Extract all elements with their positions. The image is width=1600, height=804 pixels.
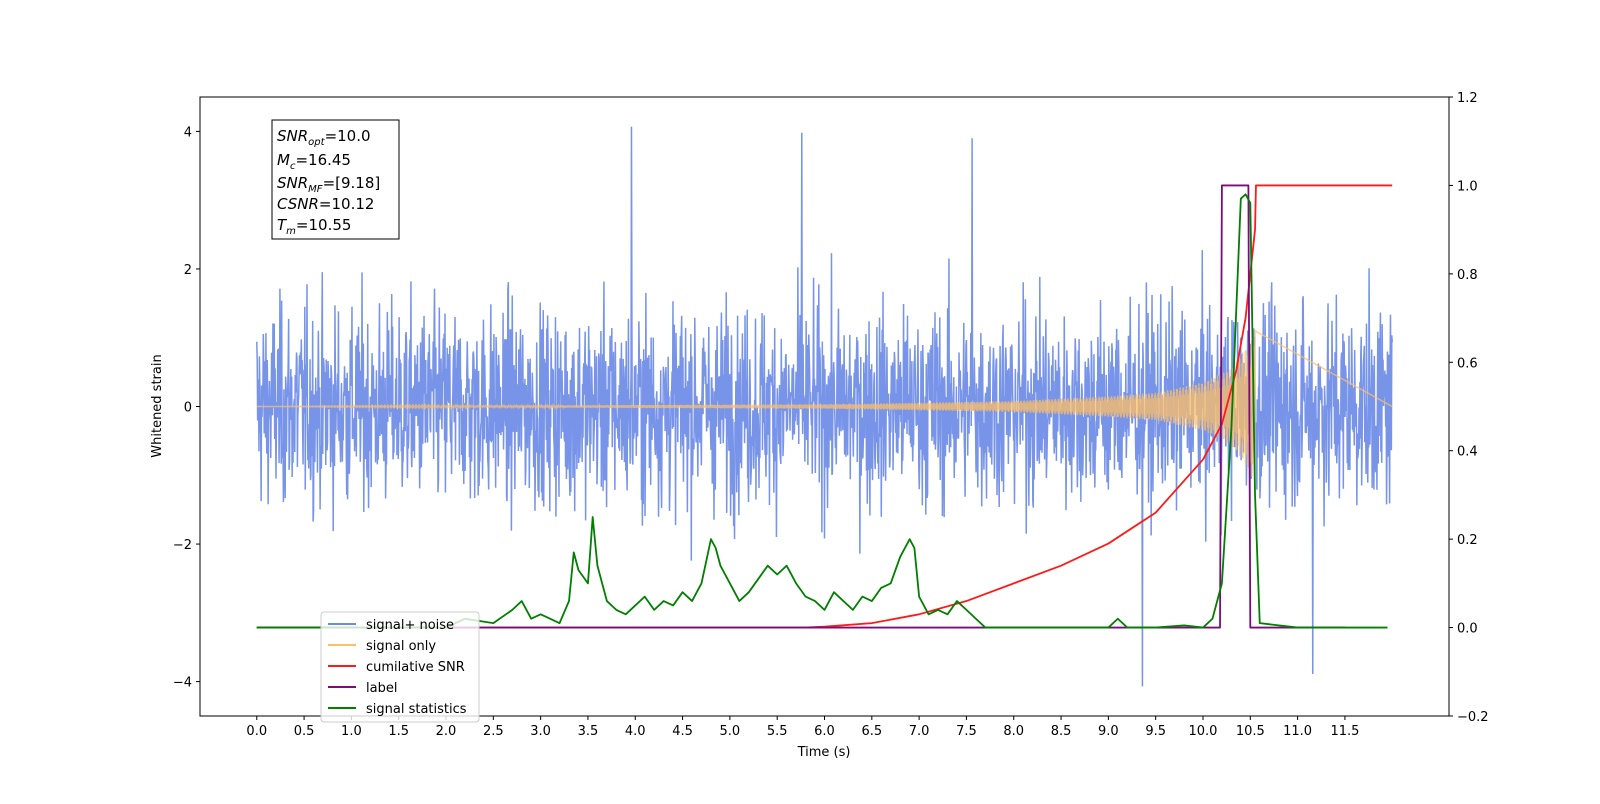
info-line-tm: Tm=10.55 xyxy=(277,216,351,237)
x-tick-label: 10.5 xyxy=(1236,724,1265,739)
x-axis: 0.0 0.5 1.0 1.5 2.0 2.5 3.0 3.5 4.0 4.5 5.0 5.5 6.0 6… xyxy=(246,716,1359,739)
legend-label-signal-statistics: signal statistics xyxy=(366,702,467,717)
x-tick-label: 3.5 xyxy=(578,724,599,739)
legend-label-signal-noise: signal+ noise xyxy=(366,618,454,633)
info-line-snr-opt: SNRopt=10.0 xyxy=(277,127,371,148)
x-tick-label: 1.5 xyxy=(388,724,409,739)
x-tick-label: 7.5 xyxy=(956,724,977,739)
y2-tick-label: 0.4 xyxy=(1457,445,1478,460)
info-line-mc: Mc=16.45 xyxy=(277,151,351,172)
x-tick-label: 5.0 xyxy=(720,724,741,739)
legend-entry-cumilative-snr: cumilative SNR xyxy=(328,660,465,675)
series-signal-statistics xyxy=(256,193,1388,629)
x-tick-label: 0.5 xyxy=(294,724,315,739)
x-tick-label: 5.5 xyxy=(767,724,788,739)
y2-tick-label: −0.2 xyxy=(1457,710,1489,725)
x-tick-label: 0.0 xyxy=(246,724,267,739)
x-tick-label: 1.0 xyxy=(341,724,362,739)
y-tick-label: −2 xyxy=(173,538,192,553)
legend-entry-signal-statistics: signal statistics xyxy=(328,702,467,717)
y-tick-label: 0 xyxy=(184,401,192,416)
x-tick-label: 4.5 xyxy=(672,724,693,739)
y2-tick-label: 0.6 xyxy=(1457,356,1478,371)
x-tick-label: 8.0 xyxy=(1003,724,1024,739)
y-tick-label: 2 xyxy=(184,263,192,278)
y-axis-label: Whitened strain xyxy=(150,354,165,457)
x-tick-label: 2.0 xyxy=(436,724,457,739)
x-tick-label: 3.0 xyxy=(530,724,551,739)
x-tick-label: 9.5 xyxy=(1145,724,1166,739)
y-tick-label: 4 xyxy=(184,125,192,140)
y2-tick-label: 0.2 xyxy=(1457,533,1478,548)
y-axis-left: −4 −2 0 2 4 xyxy=(173,125,200,691)
x-tick-label: 6.0 xyxy=(814,724,835,739)
legend-entry-label: label xyxy=(328,681,397,696)
info-line-snr-mf: SNRMF=[9.18] xyxy=(277,174,380,195)
series-signal-only xyxy=(256,329,1393,478)
x-tick-label: 7.0 xyxy=(909,724,930,739)
legend-label-cumilative-snr: cumilative SNR xyxy=(366,660,465,675)
x-tick-label: 11.5 xyxy=(1330,724,1359,739)
y2-tick-label: 1.0 xyxy=(1457,179,1478,194)
legend-label-signal-only: signal only xyxy=(366,639,436,654)
x-tick-label: 2.5 xyxy=(483,724,504,739)
info-box: SNRopt=10.0 Mc=16.45 SNRMF=[9.18] CSNR=1… xyxy=(271,119,400,240)
info-box-frame xyxy=(271,119,400,240)
info-line-csnr: CSNR=10.12 xyxy=(277,195,374,213)
x-tick-label: 11.0 xyxy=(1283,724,1312,739)
x-tick-label: 6.5 xyxy=(861,724,882,739)
legend-entry-signal-noise: signal+ noise xyxy=(328,618,454,633)
x-tick-label: 10.0 xyxy=(1189,724,1218,739)
series-cumilative-snr xyxy=(256,184,1393,629)
y2-tick-label: 1.2 xyxy=(1457,91,1478,106)
legend: signal+ noise signal only cumilative SNR… xyxy=(320,611,480,723)
y-tick-label: −4 xyxy=(173,676,192,691)
x-tick-label: 9.0 xyxy=(1098,724,1119,739)
series-layer xyxy=(256,126,1393,687)
y2-tick-label: 0.8 xyxy=(1457,268,1478,283)
legend-entry-signal-only: signal only xyxy=(328,639,436,654)
legend-frame xyxy=(320,611,480,723)
x-tick-label: 4.0 xyxy=(625,724,646,739)
x-axis-label: Time (s) xyxy=(797,745,851,760)
y-axis-right: −0.2 0.0 0.2 0.4 0.6 0.8 1.0 1.2 xyxy=(1449,91,1489,725)
y2-tick-label: 0.0 xyxy=(1457,622,1478,637)
legend-label-label: label xyxy=(366,681,397,696)
x-tick-label: 8.5 xyxy=(1051,724,1072,739)
